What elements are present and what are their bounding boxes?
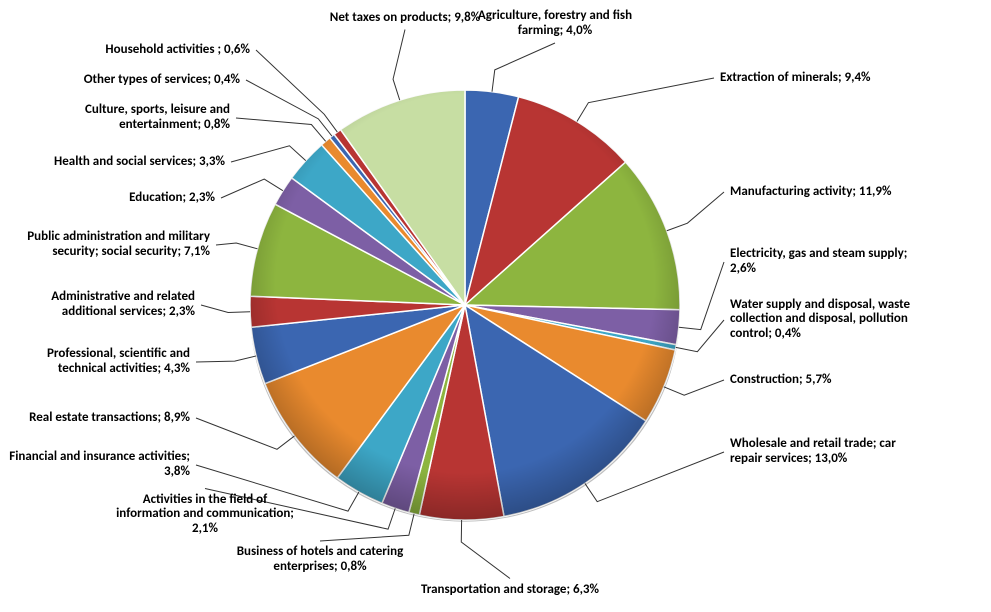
- slice-label: Transportation and storage; 6,3%: [380, 583, 640, 598]
- leader-line: [236, 118, 326, 141]
- leader-line: [492, 43, 555, 92]
- leader-line: [196, 356, 256, 362]
- slice-label: Administrative and relatedadditional ser…: [0, 290, 195, 320]
- slice-label: Health and social services; 3,3%: [0, 155, 225, 170]
- leader-line: [216, 243, 257, 249]
- slice-label: Extraction of minerals; 9,4%: [720, 71, 980, 86]
- leader-line: [679, 262, 724, 330]
- slice-label: Manufacturing activity; 11,9%: [730, 185, 990, 200]
- slice-label: Professional, scientific andtechnical ac…: [0, 347, 190, 377]
- slice-label: Net taxes on products; 9,8%: [285, 11, 525, 26]
- slice-label: Construction; 5,7%: [730, 373, 990, 388]
- leader-line: [577, 78, 714, 121]
- slice-label: Culture, sports, leisure andentertainmen…: [0, 103, 230, 133]
- pie-slices: [250, 90, 680, 520]
- leader-line: [667, 192, 724, 231]
- leader-line: [246, 80, 332, 136]
- slice-label: Other types of services; 0,4%: [0, 73, 240, 88]
- leader-line: [256, 50, 337, 132]
- slice-label: Public administration and militarysecuri…: [0, 230, 210, 260]
- slice-label: Household activities ; 0,6%: [0, 43, 250, 58]
- leader-line: [196, 418, 294, 449]
- leader-line: [393, 30, 405, 101]
- slice-label: Real estate transactions; 8,9%: [0, 411, 190, 426]
- leader-line: [461, 520, 510, 579]
- leader-line: [664, 380, 724, 395]
- slice-label: Financial and insurance activities;3,8%: [0, 450, 190, 480]
- slice-label: Electricity, gas and steam supply;2,6%: [730, 247, 990, 277]
- slice-label: Wholesale and retail trade; carrepair se…: [730, 437, 990, 467]
- pie-chart: Agriculture, forestry and fishfarming; 4…: [0, 0, 991, 612]
- slice-label: Business of hotels and cateringenterpris…: [190, 545, 450, 575]
- slice-label: Activities in the field ofinformation an…: [70, 493, 340, 538]
- leader-line: [676, 320, 724, 352]
- slice-label: Water supply and disposal, wastecollecti…: [730, 298, 990, 343]
- leader-line: [201, 305, 250, 312]
- slice-label: Education; 2,3%: [0, 191, 215, 206]
- leader-line: [221, 179, 283, 198]
- leader-line: [231, 146, 306, 162]
